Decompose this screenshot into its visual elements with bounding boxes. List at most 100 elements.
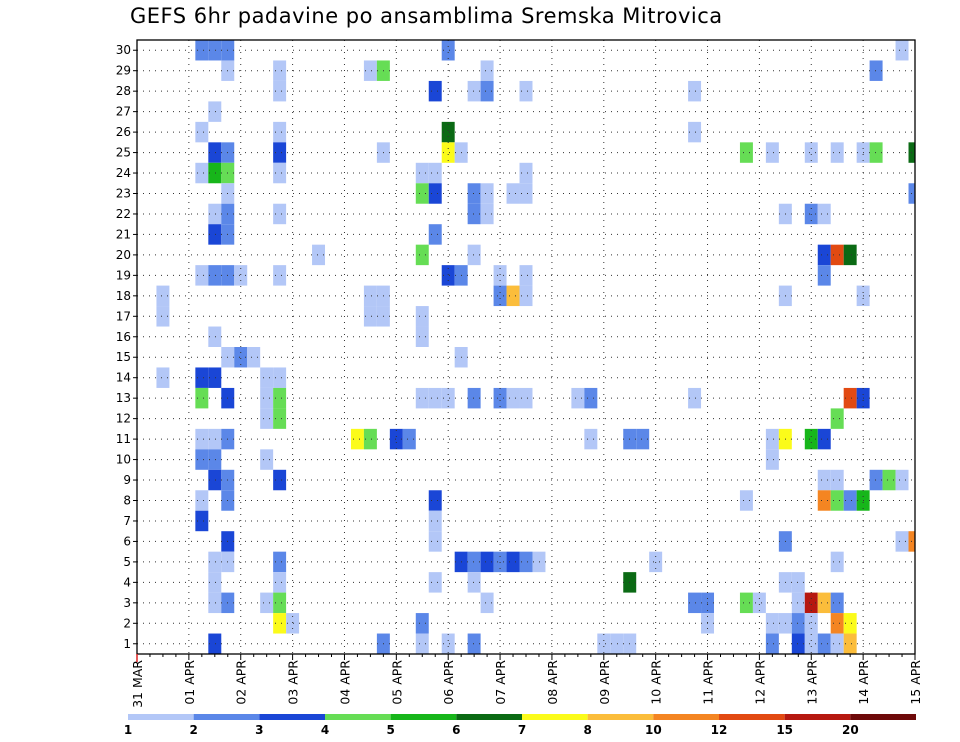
heatmap-cell — [208, 101, 222, 122]
heatmap-cell — [273, 203, 287, 225]
colorbar-label: 12 — [711, 723, 728, 737]
y-tick-label: 20 — [116, 248, 131, 262]
heatmap-cell — [208, 428, 222, 450]
colorbar-label: 3 — [255, 723, 263, 737]
colorbar-swatch — [390, 714, 457, 720]
heatmap-cell — [493, 265, 507, 286]
x-axis: 31 MAR 01 APR 02 APR 03 APR 04 APR 05 APR 06 A… — [130, 654, 923, 708]
x-tick-label: 11 APR — [701, 660, 716, 705]
heatmap-cell — [765, 449, 779, 470]
heatmap-cell — [830, 142, 844, 163]
heatmap-cell — [830, 613, 844, 634]
heatmap-cell — [208, 551, 222, 573]
heatmap-cell — [273, 572, 287, 593]
heatmap-cell — [688, 592, 702, 614]
heatmap-cell — [363, 428, 377, 450]
heatmap-cell — [441, 633, 455, 654]
heatmap-cell — [441, 40, 455, 61]
heatmap-cell — [273, 121, 287, 143]
heatmap-cell — [843, 244, 857, 266]
heatmap-cell — [649, 551, 663, 573]
heatmap-cell — [273, 367, 287, 388]
x-tick-label: 06 APR — [441, 660, 456, 705]
heatmap-cell — [195, 367, 209, 388]
heatmap-cell — [402, 428, 416, 450]
heatmap-cell — [817, 633, 831, 654]
heatmap-cell — [506, 551, 520, 573]
x-tick-label: 08 APR — [545, 660, 560, 705]
heatmap-cell — [493, 285, 507, 307]
heatmap-cell — [234, 347, 248, 368]
y-tick-label: 8 — [123, 494, 131, 508]
heatmap-cell — [428, 572, 442, 593]
grid-layer — [137, 40, 915, 654]
heatmap-cell — [286, 613, 300, 634]
heatmap-cell — [804, 203, 818, 225]
heatmap-cell — [273, 80, 287, 102]
heatmap-cell — [260, 387, 274, 409]
heatmap-cell — [519, 183, 533, 204]
heatmap-cell — [415, 306, 429, 327]
heatmap-cell — [428, 183, 442, 204]
heatmap-cell — [208, 40, 222, 61]
heatmap-cell — [428, 80, 442, 102]
heatmap-cell — [506, 285, 520, 307]
heatmap-cell — [467, 80, 481, 102]
y-tick-label: 26 — [116, 125, 131, 139]
heatmap-cell — [428, 387, 442, 409]
colorbar-swatch — [719, 714, 785, 720]
y-tick-label: 30 — [116, 43, 131, 57]
y-tick-label: 14 — [116, 371, 131, 385]
y-tick-label: 4 — [123, 575, 131, 589]
heatmap-cell — [584, 428, 598, 450]
heatmap-cell — [415, 633, 429, 654]
heatmap-cell — [480, 60, 494, 81]
heatmap-cell — [791, 633, 805, 654]
heatmap-cell — [312, 244, 326, 266]
heatmap-cell — [273, 387, 287, 409]
heatmap-cell — [739, 592, 753, 614]
y-tick-label: 19 — [116, 268, 131, 282]
heatmap-cell — [273, 162, 287, 184]
heatmap-cell — [273, 592, 287, 614]
heatmap-cell — [480, 183, 494, 204]
y-tick-label: 15 — [116, 350, 131, 364]
heatmap-cell — [688, 387, 702, 409]
heatmap-cell — [765, 633, 779, 654]
heatmap-cell — [895, 531, 909, 552]
heatmap-cell — [208, 592, 222, 614]
y-tick-label: 25 — [116, 146, 131, 160]
y-tick-label: 9 — [123, 473, 131, 487]
heatmap-cell — [597, 633, 611, 654]
heatmap-cell — [195, 490, 209, 511]
heatmap-cell — [441, 265, 455, 286]
heatmap-cell — [636, 428, 650, 450]
y-tick-label: 23 — [116, 187, 131, 201]
y-tick-label: 16 — [116, 330, 131, 344]
heatmap-cell — [389, 428, 403, 450]
x-tick-label: 10 APR — [649, 660, 664, 705]
heatmap-cell — [817, 203, 831, 225]
heatmap-cell — [195, 449, 209, 470]
heatmap-cell — [493, 551, 507, 573]
colorbar-label: 15 — [776, 723, 793, 737]
x-tick-label: 12 APR — [752, 660, 767, 705]
heatmap-cell — [519, 162, 533, 184]
heatmap-cell — [415, 613, 429, 634]
colorbar-label: 2 — [189, 723, 197, 737]
heatmap-cell — [467, 244, 481, 266]
colorbar-label: 8 — [583, 723, 591, 737]
y-tick-label: 11 — [116, 432, 131, 446]
heatmap-cell — [247, 347, 261, 368]
heatmap-cell — [428, 162, 442, 184]
y-tick-label: 1 — [123, 637, 131, 651]
y-tick-label: 12 — [116, 412, 131, 426]
heatmap-cell — [428, 531, 442, 552]
heatmap-cell — [830, 244, 844, 266]
heatmap-cell — [519, 285, 533, 307]
heatmap-cell — [273, 408, 287, 429]
heatmap-cell — [156, 285, 170, 307]
heatmap-cell — [506, 387, 520, 409]
heatmap-cell — [830, 490, 844, 511]
